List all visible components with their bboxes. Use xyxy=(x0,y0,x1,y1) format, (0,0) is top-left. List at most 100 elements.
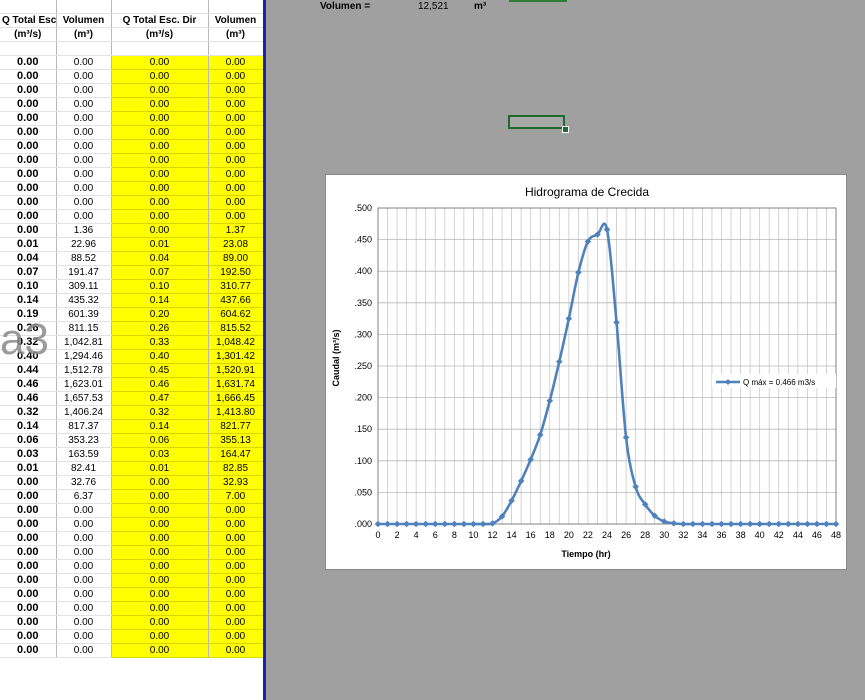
q-total-adj-cell[interactable]: 0.06 xyxy=(111,433,209,448)
q-total-adj-cell[interactable]: 0.33 xyxy=(111,335,209,350)
data-point[interactable] xyxy=(689,520,697,528)
volume-cell[interactable]: 0.00 xyxy=(56,503,112,518)
data-point[interactable] xyxy=(441,520,449,528)
volume-adj-cell[interactable]: 0.00 xyxy=(208,125,263,140)
q-total-adj-cell[interactable]: 0.00 xyxy=(111,209,209,224)
data-point[interactable] xyxy=(679,520,687,528)
volume-cell[interactable]: 0.00 xyxy=(56,181,112,196)
volume-adj-cell[interactable]: 821.77 xyxy=(208,419,263,434)
q-total-cell[interactable]: 0.00 xyxy=(0,489,57,504)
volume-cell[interactable]: 0.00 xyxy=(56,559,112,574)
q-total-cell[interactable]: 0.00 xyxy=(0,223,57,238)
volume-adj-cell[interactable]: 0.00 xyxy=(208,545,263,560)
data-point[interactable] xyxy=(412,520,420,528)
volume-adj-cell[interactable]: 0.00 xyxy=(208,195,263,210)
volume-adj-cell[interactable]: 815.52 xyxy=(208,321,263,336)
cell[interactable] xyxy=(0,41,57,56)
volume-cell[interactable]: 0.00 xyxy=(56,615,112,630)
volume-value[interactable]: 12,521 xyxy=(418,1,449,12)
data-point[interactable] xyxy=(450,520,458,528)
volume-cell[interactable]: 0.00 xyxy=(56,139,112,154)
data-point[interactable] xyxy=(517,477,525,485)
q-total-cell[interactable]: 0.32 xyxy=(0,335,57,350)
cell[interactable] xyxy=(208,41,263,56)
q-total-cell[interactable]: 0.00 xyxy=(0,125,57,140)
data-point[interactable] xyxy=(527,456,535,463)
q-total-adj-cell[interactable]: 0.07 xyxy=(111,265,209,280)
q-total-adj-cell[interactable]: 0.04 xyxy=(111,251,209,266)
q-total-adj-cell[interactable]: 0.01 xyxy=(111,237,209,252)
volume-cell[interactable]: 1,294.46 xyxy=(56,349,112,364)
cell[interactable] xyxy=(111,0,209,14)
volume-adj-cell[interactable]: 0.00 xyxy=(208,181,263,196)
q-total-cell[interactable]: 0.00 xyxy=(0,97,57,112)
volume-cell[interactable]: 1.36 xyxy=(56,223,112,238)
cell[interactable] xyxy=(208,0,263,14)
q-total-adj-cell[interactable]: 0.10 xyxy=(111,279,209,294)
q-total-cell[interactable]: 0.00 xyxy=(0,587,57,602)
selected-cell[interactable] xyxy=(508,115,565,129)
col-header-volumen-1[interactable]: Volumen xyxy=(56,13,112,28)
q-total-adj-cell[interactable]: 0.14 xyxy=(111,419,209,434)
volume-adj-cell[interactable]: 0.00 xyxy=(208,83,263,98)
volume-cell[interactable]: 817.37 xyxy=(56,419,112,434)
q-total-cell[interactable]: 0.01 xyxy=(0,461,57,476)
data-point[interactable] xyxy=(536,431,544,439)
q-total-cell[interactable]: 0.00 xyxy=(0,111,57,126)
volume-cell[interactable]: 0.00 xyxy=(56,83,112,98)
data-point[interactable] xyxy=(393,520,401,528)
data-point[interactable] xyxy=(584,238,592,245)
volume-cell[interactable]: 0.00 xyxy=(56,531,112,546)
volume-cell[interactable]: 811.15 xyxy=(56,321,112,336)
data-point[interactable] xyxy=(832,520,840,528)
volume-adj-cell[interactable]: 1,631.74 xyxy=(208,377,263,392)
volume-adj-cell[interactable]: 0.00 xyxy=(208,629,263,644)
q-total-adj-cell[interactable]: 0.00 xyxy=(111,615,209,630)
data-point[interactable] xyxy=(489,520,496,527)
q-total-cell[interactable]: 0.00 xyxy=(0,517,57,532)
data-point[interactable] xyxy=(603,226,611,233)
data-point[interactable] xyxy=(546,397,554,405)
volume-cell[interactable]: 88.52 xyxy=(56,251,112,266)
q-total-cell[interactable]: 0.00 xyxy=(0,629,57,644)
volume-cell[interactable]: 82.41 xyxy=(56,461,112,476)
data-point[interactable] xyxy=(775,520,783,528)
data-point[interactable] xyxy=(699,520,706,528)
q-total-adj-cell[interactable]: 0.20 xyxy=(111,307,209,322)
q-total-adj-cell[interactable]: 0.00 xyxy=(111,545,209,560)
volume-adj-cell[interactable]: 1,301.42 xyxy=(208,349,263,364)
q-total-cell[interactable]: 0.00 xyxy=(0,55,57,70)
data-point[interactable] xyxy=(384,520,391,528)
q-total-adj-cell[interactable]: 0.00 xyxy=(111,517,209,532)
volume-cell[interactable]: 0.00 xyxy=(56,125,112,140)
volume-cell[interactable]: 1,657.53 xyxy=(56,391,112,406)
data-point[interactable] xyxy=(403,520,410,528)
q-total-adj-cell[interactable]: 0.00 xyxy=(111,489,209,504)
q-total-adj-cell[interactable]: 0.03 xyxy=(111,447,209,462)
q-total-cell[interactable]: 0.00 xyxy=(0,209,57,224)
col-header-volumen-2[interactable]: Volumen xyxy=(208,13,263,28)
unit-vol-1[interactable]: (m³) xyxy=(56,27,112,42)
volume-cell[interactable]: 1,512.78 xyxy=(56,363,112,378)
unit-q-1[interactable]: (m³/s) xyxy=(0,27,57,42)
volume-adj-cell[interactable]: 310.77 xyxy=(208,279,263,294)
data-point[interactable] xyxy=(565,315,573,322)
data-point[interactable] xyxy=(508,497,515,504)
data-point[interactable] xyxy=(622,434,630,441)
volume-adj-cell[interactable]: 0.00 xyxy=(208,587,263,602)
q-total-cell[interactable]: 0.32 xyxy=(0,405,57,420)
volume-adj-cell[interactable]: 0.00 xyxy=(208,615,263,630)
data-point[interactable] xyxy=(460,520,468,528)
volume-adj-cell[interactable]: 0.00 xyxy=(208,111,263,126)
data-point[interactable] xyxy=(651,512,659,520)
q-total-cell[interactable]: 0.00 xyxy=(0,83,57,98)
data-point[interactable] xyxy=(470,520,477,528)
volume-adj-cell[interactable]: 437.66 xyxy=(208,293,263,308)
data-point[interactable] xyxy=(641,501,649,508)
q-total-adj-cell[interactable]: 0.26 xyxy=(111,321,209,336)
q-total-cell[interactable]: 0.00 xyxy=(0,153,57,168)
volume-cell[interactable]: 0.00 xyxy=(56,55,112,70)
volume-adj-cell[interactable]: 0.00 xyxy=(208,167,263,182)
volume-adj-cell[interactable]: 1,666.45 xyxy=(208,391,263,406)
q-total-adj-cell[interactable]: 0.46 xyxy=(111,377,209,392)
